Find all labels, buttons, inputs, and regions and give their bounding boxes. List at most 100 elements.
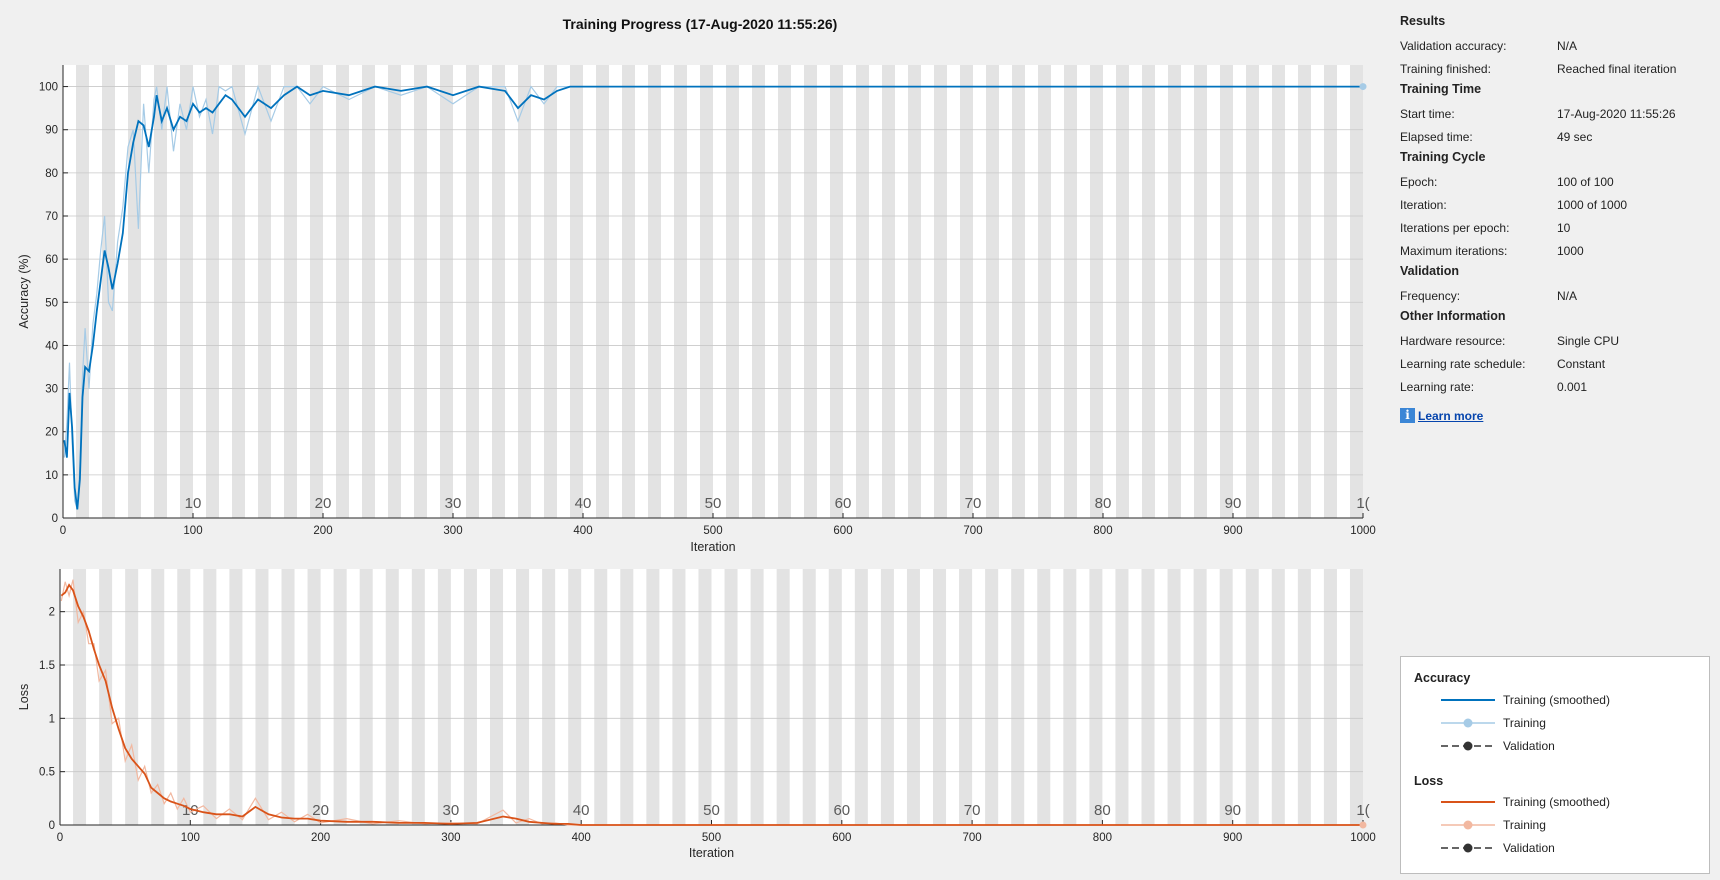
epoch-label: 1( [1356,495,1369,512]
epoch-band [1142,65,1155,518]
epoch-band [154,65,167,518]
epoch-band [854,569,868,825]
epoch-label: 80 [1094,802,1111,819]
info-label: Training finished: [1400,61,1491,76]
epoch-band [622,65,635,518]
y-tick-label: 60 [45,254,58,266]
info-icon: i [1400,408,1415,423]
epoch-band [1271,569,1285,825]
x-tick-label: 0 [60,525,66,537]
x-axis-label: Iteration [689,846,734,860]
y-axis-label: Loss [17,684,31,710]
learn-more[interactable]: i Learn more [1400,408,1710,423]
epoch-band [180,65,193,518]
loss-plot: 00.511.520 100 200 300 400 500 600 700 800 900 100… [17,569,1376,860]
legend-label: Training [1503,716,1546,730]
x-tick-label: 600 [833,525,852,537]
epoch-band [960,65,973,518]
epoch-band [232,65,245,518]
epoch-label: 1( [1356,802,1369,819]
legend-label: Training (smoothed) [1503,693,1610,707]
y-tick-label: 70 [45,211,58,223]
epoch-band [1350,65,1363,518]
info-row: Elapsed time: 49 sec [1400,125,1710,148]
epoch-band [1063,569,1077,825]
legend-label: Training [1503,818,1546,832]
x-tick-label: 1000 [1350,525,1376,537]
info-label: Iterations per epoch: [1400,220,1510,235]
epoch-band [880,569,894,825]
series-training-smoothed-line [60,583,1363,826]
epoch-band [125,569,139,825]
epoch-band [620,569,634,825]
info-row: Start time: 17-Aug-2020 11:55:26 [1400,102,1710,125]
epoch-band [516,569,530,825]
epoch-band [1323,569,1337,825]
y-tick-label: 90 [45,125,58,137]
epoch-band [778,65,791,518]
epoch-band [830,65,843,518]
epoch-label: 70 [965,495,982,512]
x-tick-label: 200 [311,832,330,844]
epoch-label: 70 [964,802,981,819]
series-training-line [60,579,1363,826]
legend-item-accuracy-validation: Validation [1441,737,1701,755]
epoch-band [128,65,141,518]
info-value: 10 [1557,220,1571,235]
epoch-band [724,569,738,825]
epoch-band [362,65,375,518]
epoch-band [906,569,920,825]
epoch-band [463,569,477,825]
epoch-band [1220,65,1233,518]
epoch-band [1038,65,1051,518]
epoch-band [570,65,583,518]
x-tick-label: 300 [441,832,460,844]
y-tick-label: 1 [49,713,55,725]
epoch-band [1194,65,1207,518]
epoch-band [1272,65,1285,518]
epoch-band [466,65,479,518]
epoch-band [1090,65,1103,518]
epoch-band [310,65,323,518]
epoch-band [1168,65,1181,518]
epoch-band [568,569,582,825]
learn-more-link[interactable]: Learn more [1418,408,1484,423]
x-tick-label: 500 [702,832,721,844]
other-information-section: Other Information Hardware resource: Sing… [1400,309,1710,398]
epoch-band [1011,569,1025,825]
legend-swatch [1441,801,1495,803]
epoch-band [1116,65,1129,518]
epoch-band [544,65,557,518]
epoch-label: 90 [1225,495,1242,512]
y-tick-label: 100 [39,82,58,94]
legend-item-loss-training: Training [1441,816,1701,834]
training-cycle-heading: Training Cycle [1400,150,1486,164]
epoch-band [1324,65,1337,518]
legend-label: Validation [1503,739,1555,753]
epoch-band [206,65,219,518]
epoch-band [359,569,373,825]
x-tick-label: 900 [1223,525,1242,537]
epoch-band [437,569,451,825]
epoch-label: 60 [833,802,850,819]
legend-swatch [1441,843,1495,853]
training-time-section: Training Time Start time: 17-Aug-2020 11:… [1400,82,1710,148]
legend-swatch [1441,718,1495,728]
x-tick-label: 700 [963,832,982,844]
epoch-band [1012,65,1025,518]
epoch-band [1298,65,1311,518]
x-tick-label: 200 [313,525,332,537]
epoch-band [414,65,427,518]
x-tick-label: 1000 [1350,832,1376,844]
info-row: Iterations per epoch: 10 [1400,216,1710,239]
epoch-band [985,569,999,825]
epoch-label: 10 [185,495,202,512]
epoch-label: 40 [575,495,592,512]
epoch-band [440,65,453,518]
epoch-band [284,65,297,518]
y-tick-label: 1.5 [39,660,55,672]
epoch-band [752,65,765,518]
legend-swatch [1441,741,1495,751]
